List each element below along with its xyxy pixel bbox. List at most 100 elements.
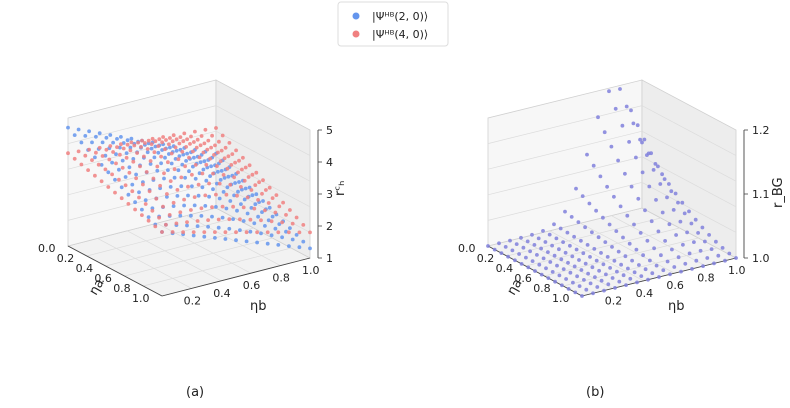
z-tick-label: 1.1	[752, 188, 770, 201]
data-point-series-1	[146, 141, 151, 146]
gridline	[67, 130, 311, 182]
data-point-series-1	[588, 255, 592, 259]
data-point-series-1	[557, 247, 561, 252]
data-point-series-2	[161, 204, 165, 209]
data-point-series-1	[579, 268, 584, 272]
data-point-series-1	[610, 276, 615, 280]
data-point-series-2	[160, 230, 164, 234]
data-point-series-1	[225, 185, 230, 190]
data-point-series-1	[727, 251, 732, 256]
data-point-series-1	[497, 241, 501, 246]
data-point-series-2	[121, 146, 126, 151]
data-point-series-1	[269, 233, 274, 238]
legend: |Ψᴴᴮ(2, 0)⟩ |Ψᴴᴮ(4, 0)⟩	[337, 1, 449, 47]
data-point-series-1	[591, 291, 595, 296]
data-point-series-1	[183, 175, 188, 180]
data-point-series-2	[242, 178, 247, 183]
data-point-series-1	[539, 272, 544, 277]
data-point-series-1	[486, 244, 490, 248]
panel-a-zlabel: rᶜₕ	[333, 181, 348, 196]
data-point-series-1	[536, 236, 541, 241]
data-point-series-1	[187, 169, 191, 174]
data-point-series-2	[197, 155, 202, 160]
data-point-series-1	[579, 238, 583, 243]
data-point-series-1	[581, 251, 586, 256]
data-point-series-1	[653, 162, 658, 166]
data-point-series-2	[263, 208, 267, 213]
data-point-series-1	[215, 181, 219, 186]
data-point-series-1	[624, 283, 628, 287]
data-point-series-2	[213, 143, 217, 148]
data-point-series-1	[575, 274, 579, 279]
gridline	[186, 215, 281, 266]
data-point-series-1	[591, 163, 596, 168]
data-point-series-2	[227, 141, 232, 145]
data-point-series-2	[93, 173, 97, 178]
data-point-series-2	[261, 178, 265, 183]
data-point-series-1	[616, 249, 621, 254]
gridline	[143, 247, 292, 287]
data-point-series-1	[554, 236, 559, 241]
data-point-series-2	[248, 217, 253, 222]
data-point-series-2	[160, 140, 165, 145]
data-point-series-1	[649, 219, 654, 224]
data-point-series-1	[148, 162, 153, 166]
data-point-series-1	[297, 245, 302, 250]
data-point-series-1	[565, 230, 570, 235]
data-point-series-1	[76, 127, 81, 132]
data-point-series-2	[164, 222, 168, 227]
data-point-series-1	[665, 259, 670, 264]
data-point-series-2	[133, 207, 138, 212]
data-point-series-2	[129, 140, 134, 145]
data-point-series-1	[626, 266, 630, 271]
axis-eta-a	[67, 245, 163, 297]
data-point-series-1	[226, 174, 231, 179]
data-point-series-2	[66, 151, 70, 156]
data-point-series-1	[254, 192, 259, 197]
data-point-series-1	[87, 129, 91, 134]
data-point-series-1	[108, 133, 113, 137]
data-point-series-2	[266, 201, 271, 205]
gridline	[487, 156, 737, 208]
data-point-series-2	[264, 188, 268, 192]
data-point-series-2	[139, 145, 143, 149]
data-point-series-1	[510, 248, 515, 253]
eta-a-tick-label: 0.0	[38, 242, 56, 255]
eta-a-tick-label: 0.4	[496, 262, 513, 275]
data-point-series-1	[72, 133, 77, 138]
data-point-series-1	[544, 266, 548, 271]
data-point-series-2	[146, 218, 151, 223]
data-point-series-1	[221, 190, 226, 194]
data-point-series-1	[118, 145, 122, 150]
data-point-series-2	[104, 147, 109, 152]
data-point-series-1	[625, 213, 630, 218]
data-point-series-1	[660, 172, 664, 177]
data-point-series-2	[210, 205, 214, 210]
data-point-series-1	[123, 175, 128, 179]
data-point-series-2	[229, 163, 234, 167]
data-point-series-1	[646, 277, 650, 282]
data-point-series-1	[583, 225, 587, 230]
data-point-series-1	[588, 281, 593, 286]
data-point-series-1	[631, 121, 636, 126]
data-point-series-2	[171, 133, 176, 138]
data-point-series-2	[212, 153, 216, 157]
data-point-series-1	[290, 237, 295, 242]
data-point-series-1	[217, 196, 222, 201]
data-point-series-2	[156, 144, 161, 149]
data-point-series-1	[571, 280, 575, 285]
data-point-series-1	[159, 161, 164, 166]
data-point-series-1	[209, 164, 214, 169]
data-point-series-1	[712, 261, 716, 266]
data-point-series-1	[693, 217, 698, 222]
data-point-series-1	[674, 233, 678, 237]
data-point-series-1	[568, 270, 573, 275]
data-point-series-1	[610, 245, 614, 249]
data-point-series-1	[195, 224, 200, 229]
data-point-series-2	[290, 221, 295, 226]
data-point-series-2	[217, 181, 222, 186]
data-point-series-1	[193, 176, 198, 181]
data-point-series-1	[723, 258, 727, 263]
data-point-series-1	[557, 273, 562, 278]
data-point-series-2	[227, 217, 232, 222]
